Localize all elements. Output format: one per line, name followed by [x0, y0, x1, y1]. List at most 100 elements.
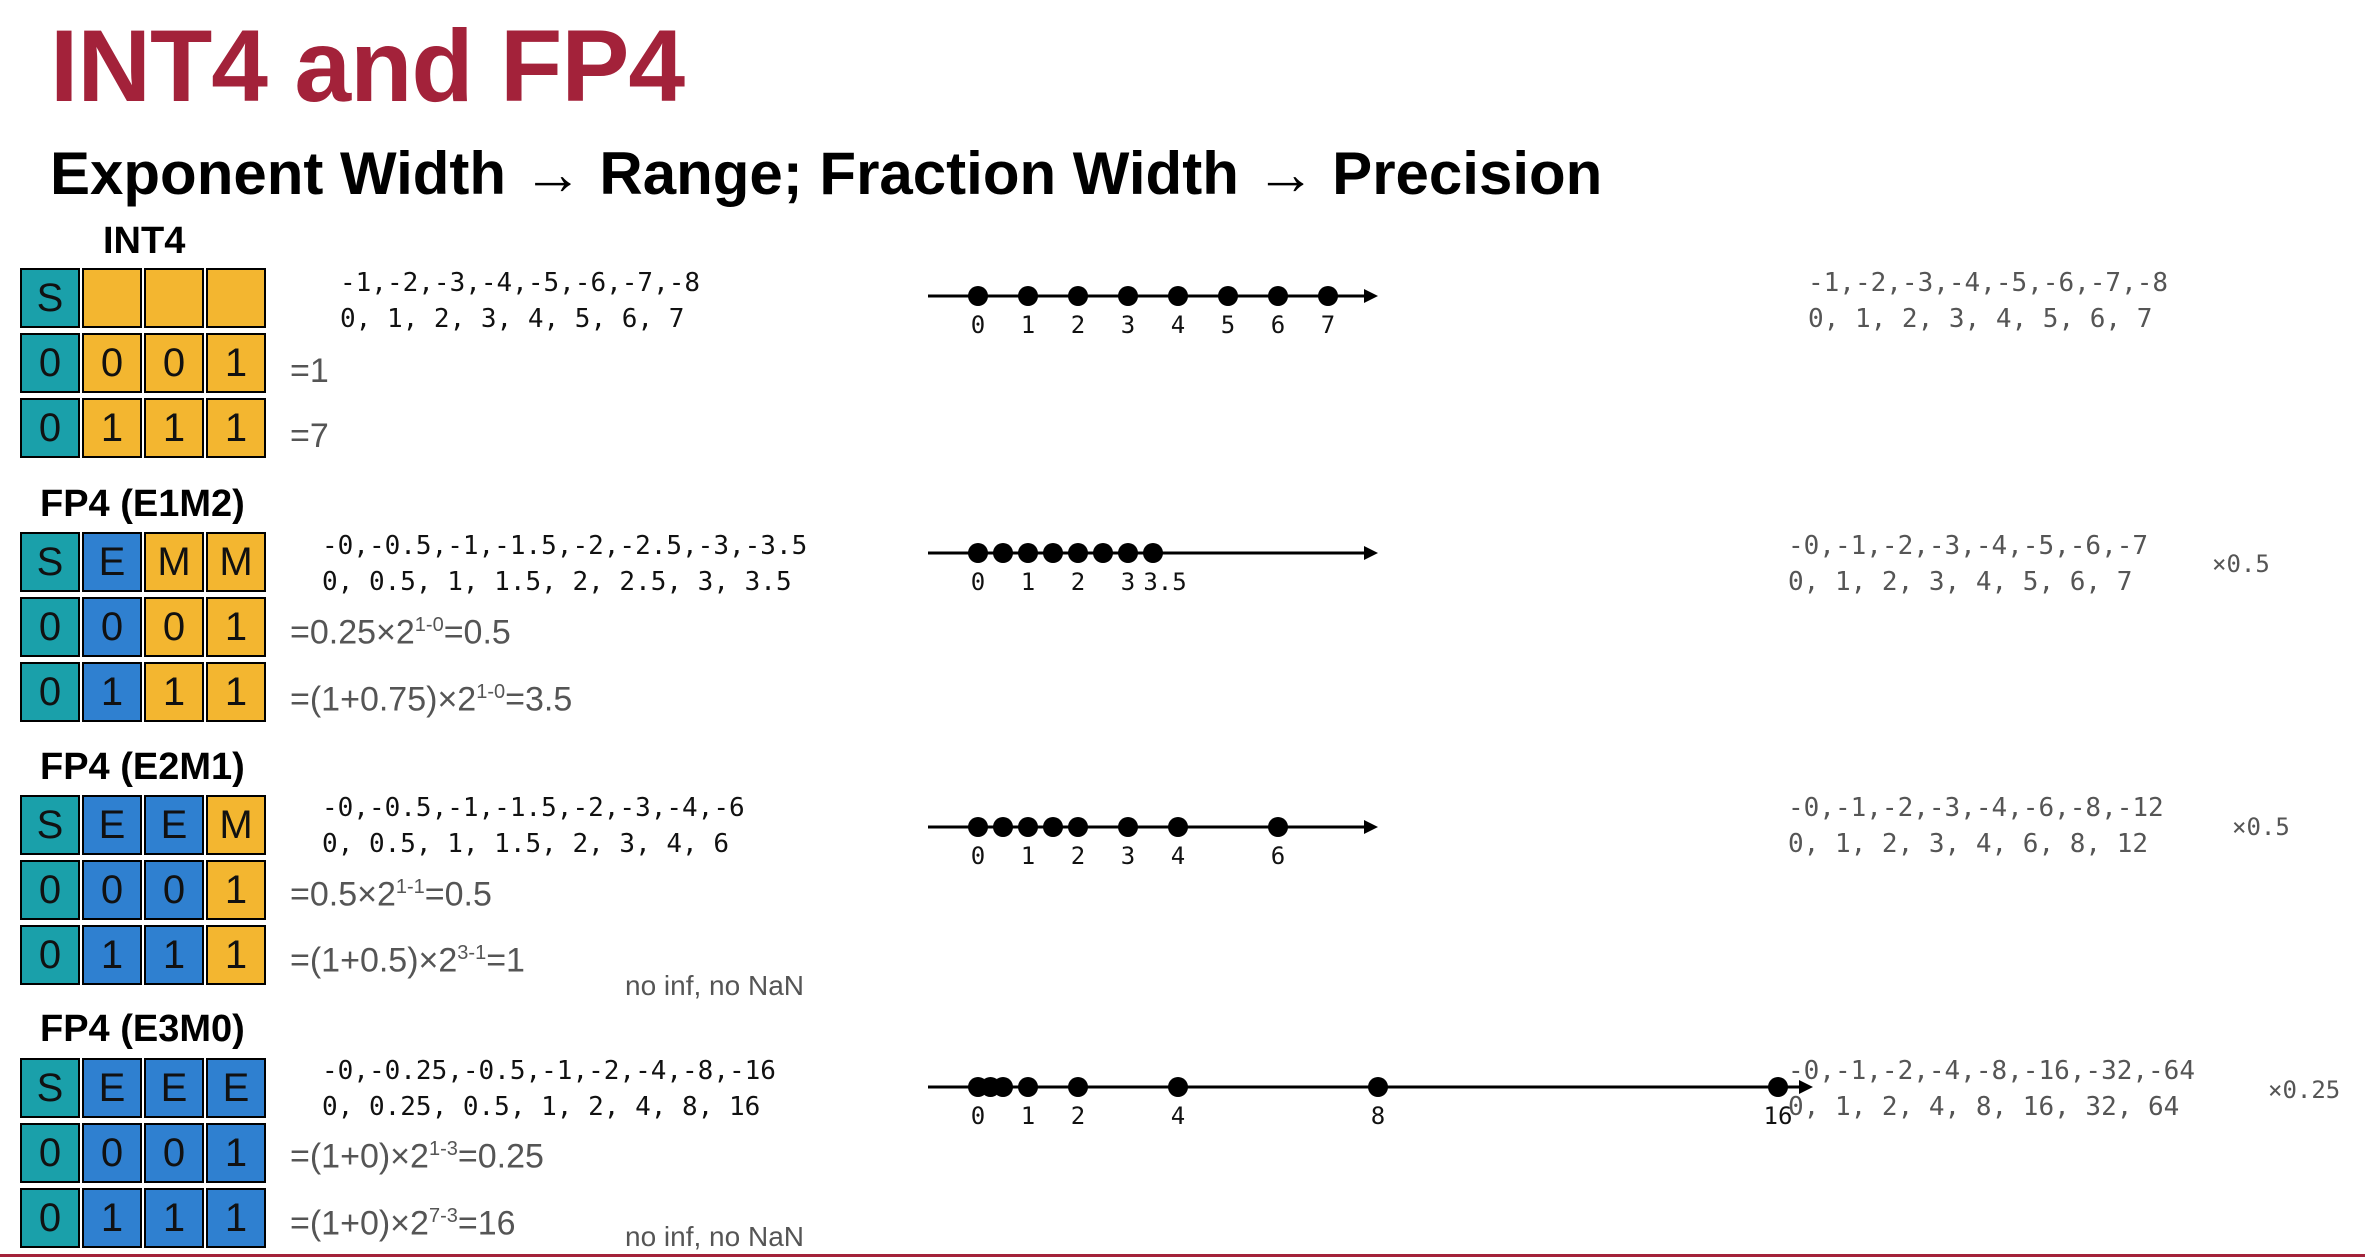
- tick-label: 1: [1021, 568, 1035, 596]
- value-point: [1068, 817, 1088, 837]
- tick-label: 7: [1321, 311, 1335, 339]
- slide-subtitle: Exponent Width → Range; Fraction Width →…: [50, 140, 1603, 207]
- bit-cell: 0: [20, 1188, 80, 1248]
- number-line-3: 0 1 2 4 8 16: [928, 1077, 1813, 1130]
- formula-text: =1: [290, 352, 329, 390]
- tick-label: 4: [1171, 1102, 1185, 1130]
- formula-int4-row2: =7: [290, 419, 329, 453]
- value-point: [1168, 817, 1188, 837]
- bit-cell: 0: [20, 925, 80, 985]
- bit-cell: 1: [206, 398, 266, 458]
- bit-field-e: E: [82, 1058, 142, 1118]
- scale-factor-e3m0: ×0.25: [2268, 1076, 2341, 1104]
- values-positive: 0, 1, 2, 3, 4, 5, 6, 7: [340, 304, 685, 334]
- values-negative: -0,-0.25,-0.5,-1,-2,-4,-8,-16: [322, 1056, 776, 1086]
- scaled-values-positive: 0, 1, 2, 3, 4, 6, 8, 12: [1788, 829, 2149, 859]
- bit-layout-header: S: [20, 268, 268, 328]
- tick-label: 1: [1021, 842, 1035, 870]
- value-point: [1018, 1077, 1038, 1097]
- bit-field-e: E: [206, 1058, 266, 1118]
- value-point: [1018, 817, 1038, 837]
- formula-exponent: 7-3: [428, 1205, 458, 1227]
- tick-label: 8: [1371, 1102, 1385, 1130]
- bit-cell: 1: [206, 925, 266, 985]
- value-point: [1168, 1077, 1188, 1097]
- scaled-values-positive: 0, 1, 2, 3, 4, 5, 6, 7: [1788, 567, 2133, 597]
- formula-e3m0-row1: =(1+0)×21-3=0.25: [290, 1139, 544, 1173]
- bit-cell: 1: [206, 1188, 266, 1248]
- bit-cell: 0: [20, 333, 80, 393]
- bit-cell: 0: [82, 1123, 142, 1183]
- values-positive: 0, 0.5, 1, 1.5, 2, 2.5, 3, 3.5: [322, 567, 792, 597]
- value-point: [1068, 543, 1088, 563]
- formula-exponent: 1-1: [395, 876, 425, 898]
- axis-arrow: [1364, 546, 1378, 560]
- bit-field-m: M: [206, 795, 266, 855]
- bit-field-e: E: [144, 795, 204, 855]
- value-point: [968, 286, 988, 306]
- scaled-values-int4: -1,-2,-3,-4,-5,-6,-7,-8 0, 1, 2, 3, 4, 5…: [1808, 265, 2168, 337]
- formula-e2m1-row1: =0.5×21-1=0.5: [290, 877, 492, 911]
- scaled-values-negative: -1,-2,-3,-4,-5,-6,-7,-8: [1808, 268, 2169, 298]
- value-point: [993, 817, 1013, 837]
- scaled-values-positive: 0, 1, 2, 4, 8, 16, 32, 64: [1788, 1092, 2180, 1122]
- value-point: [1018, 286, 1038, 306]
- number-line-0: 0 1 2 3 4 5 6 7: [928, 286, 1378, 339]
- bit-cell: 1: [82, 662, 142, 722]
- bit-field-m: M: [144, 532, 204, 592]
- value-point: [1768, 1077, 1788, 1097]
- bit-field-empty: [144, 268, 204, 328]
- scale-factor-e2m1: ×0.5: [2232, 813, 2290, 841]
- values-negative: -0,-0.5,-1,-1.5,-2,-2.5,-3,-3.5: [322, 531, 808, 561]
- values-negative: -1,-2,-3,-4,-5,-6,-7,-8: [340, 268, 701, 298]
- tick-label: 2: [1071, 1102, 1085, 1130]
- formula-text: =16: [457, 1204, 516, 1243]
- bit-cell: 0: [20, 597, 80, 657]
- bit-cell: 0: [82, 597, 142, 657]
- formula-text: =(1+0.5)×2: [290, 941, 458, 980]
- values-e3m0: -0,-0.25,-0.5,-1,-2,-4,-8,-16 0, 0.25, 0…: [322, 1053, 776, 1125]
- value-point: [993, 543, 1013, 563]
- bit-field-s: S: [20, 532, 80, 592]
- bit-cell: 1: [82, 1188, 142, 1248]
- formula-int4-row1: =1: [290, 354, 329, 388]
- bit-cell: 1: [144, 662, 204, 722]
- tick-label: 0: [971, 568, 985, 596]
- number-line-2: 0 1 2 3 4 6: [928, 817, 1378, 870]
- bit-cell: 0: [82, 333, 142, 393]
- value-point: [968, 817, 988, 837]
- formula-e3m0-row2: =(1+0)×27-3=16: [290, 1206, 516, 1240]
- formula-text: =(1+0)×2: [290, 1204, 429, 1243]
- section-label-e3m0: FP4 (E3M0): [40, 1008, 245, 1050]
- tick-label: 0: [971, 311, 985, 339]
- values-negative: -0,-0.5,-1,-1.5,-2,-3,-4,-6: [322, 793, 745, 823]
- bit-cell: 0: [144, 333, 204, 393]
- bit-cell: 1: [206, 860, 266, 920]
- slide-title: INT4 and FP4: [50, 9, 685, 123]
- bit-cell: 1: [144, 1188, 204, 1248]
- bit-cell: 0: [20, 860, 80, 920]
- tick-label: 3: [1121, 842, 1135, 870]
- formula-text: =1: [486, 941, 525, 980]
- bit-cell: 0: [20, 1123, 80, 1183]
- tick-label: 6: [1271, 311, 1285, 339]
- value-point: [1118, 286, 1138, 306]
- formula-exponent: 1-0: [414, 614, 444, 636]
- bit-field-empty: [82, 268, 142, 328]
- value-point: [968, 543, 988, 563]
- formula-text: =0.25×2: [290, 613, 415, 652]
- value-point: [1368, 1077, 1388, 1097]
- section-label-e1m2: FP4 (E1M2): [40, 483, 245, 525]
- note-e3m0: no inf, no NaN: [625, 1221, 804, 1252]
- formula-exponent: 1-3: [428, 1138, 458, 1160]
- bit-cell: 1: [144, 398, 204, 458]
- bit-field-s: S: [20, 795, 80, 855]
